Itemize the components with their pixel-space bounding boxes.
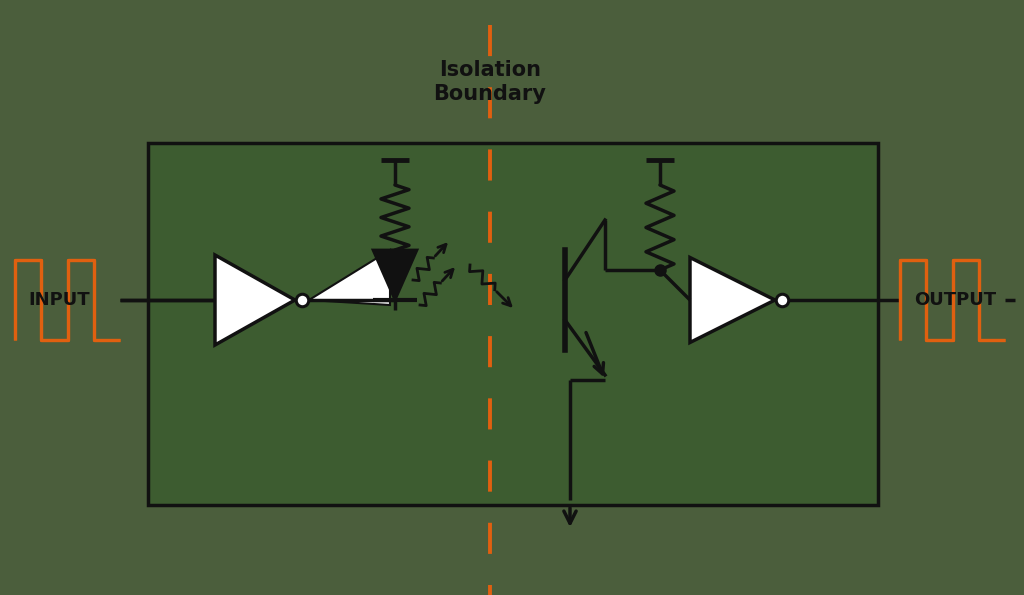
Polygon shape xyxy=(309,250,390,305)
Text: Isolation
Boundary: Isolation Boundary xyxy=(433,60,547,104)
Bar xyxy=(148,143,878,505)
Polygon shape xyxy=(373,250,417,300)
Polygon shape xyxy=(690,258,775,343)
Text: OUTPUT: OUTPUT xyxy=(913,291,996,309)
Text: INPUT: INPUT xyxy=(28,291,90,309)
Polygon shape xyxy=(215,255,295,345)
